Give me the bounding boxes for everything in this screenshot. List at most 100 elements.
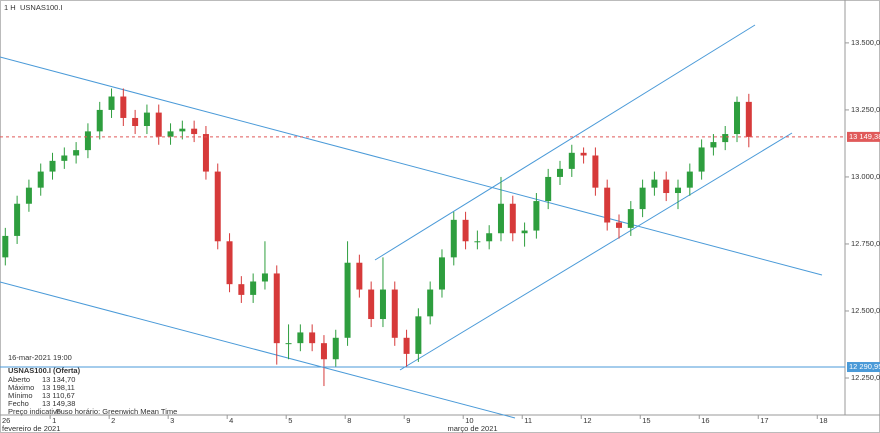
candle-body (132, 117, 139, 127)
candle-body (191, 128, 198, 135)
info-instrument: USNAS100.I (Oferta) (8, 366, 81, 375)
candle-body (84, 131, 91, 151)
info-box: 16-mar-2021 19:00 USNAS100.I (Oferta) Pr… (8, 353, 177, 416)
candle-body (297, 332, 304, 344)
info-value: 13 110,67 (42, 391, 75, 400)
candle-body (179, 128, 186, 132)
candle-body (37, 171, 44, 188)
candle-body (96, 109, 103, 132)
trend-line (0, 56, 823, 276)
candle-body (202, 134, 209, 172)
candle-body (261, 273, 268, 282)
level-label: 12 290,95 (849, 362, 880, 371)
x-tick-label: 17 (760, 416, 768, 425)
candle-body (368, 289, 375, 320)
y-tick-label: 12.750,00 (851, 239, 880, 248)
candle-body (49, 160, 56, 172)
y-tick-label: 13.500,00 (851, 38, 880, 47)
candle-body (25, 187, 32, 204)
candle-body (651, 179, 658, 188)
candle-body (403, 337, 410, 354)
symbol: USNAS100.I (20, 3, 63, 12)
x-tick-label: 11 (524, 416, 532, 425)
candle-body (604, 187, 611, 223)
info-footer: Fuso horário: Greenwich Mean Time (56, 407, 177, 416)
x-tick-label: 18 (819, 416, 827, 425)
candle-body (344, 262, 351, 338)
trend-line (374, 24, 756, 261)
x-tick-label: 5 (288, 416, 292, 425)
candle-body (285, 343, 292, 345)
candle-body (61, 155, 68, 161)
period-label: março de 2021 (448, 424, 498, 433)
candle-body (356, 262, 363, 290)
x-tick-label: 9 (406, 416, 410, 425)
info-label: Máximo (8, 383, 34, 392)
candle-body (663, 179, 670, 194)
candle-body (639, 187, 646, 210)
level-tag (847, 362, 880, 373)
x-tick-label: 1 (52, 416, 56, 425)
candle-body (486, 233, 493, 242)
level-label: 13 149,38 (849, 132, 880, 141)
candle-body (734, 101, 741, 135)
candle-body (462, 219, 469, 242)
candle-body (474, 241, 481, 243)
x-tick-label: 16 (701, 416, 709, 425)
candle-body (238, 284, 245, 295)
candle-body (722, 134, 729, 143)
trend-lines (0, 24, 823, 419)
x-tick-label: 2 (111, 416, 115, 425)
candle-body (686, 171, 693, 188)
candle-body (320, 343, 327, 360)
candle-body (309, 332, 316, 344)
x-tick-label: 8 (347, 416, 351, 425)
trend-line (399, 132, 793, 371)
candle-body (497, 203, 504, 234)
candle-body (509, 203, 516, 234)
candle-body (592, 155, 599, 188)
x-tick-label: 12 (583, 416, 591, 425)
x-tick-label: 15 (642, 416, 650, 425)
info-footer: Preço indicativo (8, 407, 61, 416)
info-value: 13 149,38 (42, 399, 75, 408)
period-label: fevereiro de 2021 (2, 424, 60, 433)
candle-body (120, 96, 127, 118)
candle-body (415, 316, 422, 354)
candle-body (379, 289, 386, 320)
candle-body (627, 209, 634, 228)
level-tag (847, 131, 880, 142)
candle-body (250, 281, 257, 295)
info-value: 13 134,70 (42, 375, 75, 384)
candle-body (698, 147, 705, 172)
candle-body (108, 96, 115, 110)
candle-body (427, 289, 434, 317)
x-tick-label: 3 (170, 416, 174, 425)
interval: 1 H (4, 3, 16, 12)
candle-body (533, 201, 540, 231)
candle-body (391, 289, 398, 338)
trend-line (0, 281, 516, 419)
x-tick-label: 26 (2, 416, 10, 425)
y-tick-label: 12.250,00 (851, 373, 880, 382)
candle-body (710, 142, 717, 148)
candle-body (155, 112, 162, 137)
info-value: 13 198,11 (42, 383, 75, 392)
candle-body (580, 152, 587, 156)
candle-body (143, 112, 150, 127)
candle-body (450, 219, 457, 258)
info-label: Mínimo (8, 391, 33, 400)
info-label: Aberto (8, 375, 30, 384)
candle-body (568, 152, 575, 169)
y-tick-label: 12.500,00 (851, 306, 880, 315)
candle-body (521, 230, 528, 234)
candle-body (73, 150, 80, 156)
candle-body (273, 273, 280, 344)
candle-body (226, 241, 233, 285)
x-tick-label: 4 (229, 416, 233, 425)
candle-body (14, 203, 21, 236)
info-label: Fecho (8, 399, 29, 408)
candle-body (615, 222, 622, 228)
